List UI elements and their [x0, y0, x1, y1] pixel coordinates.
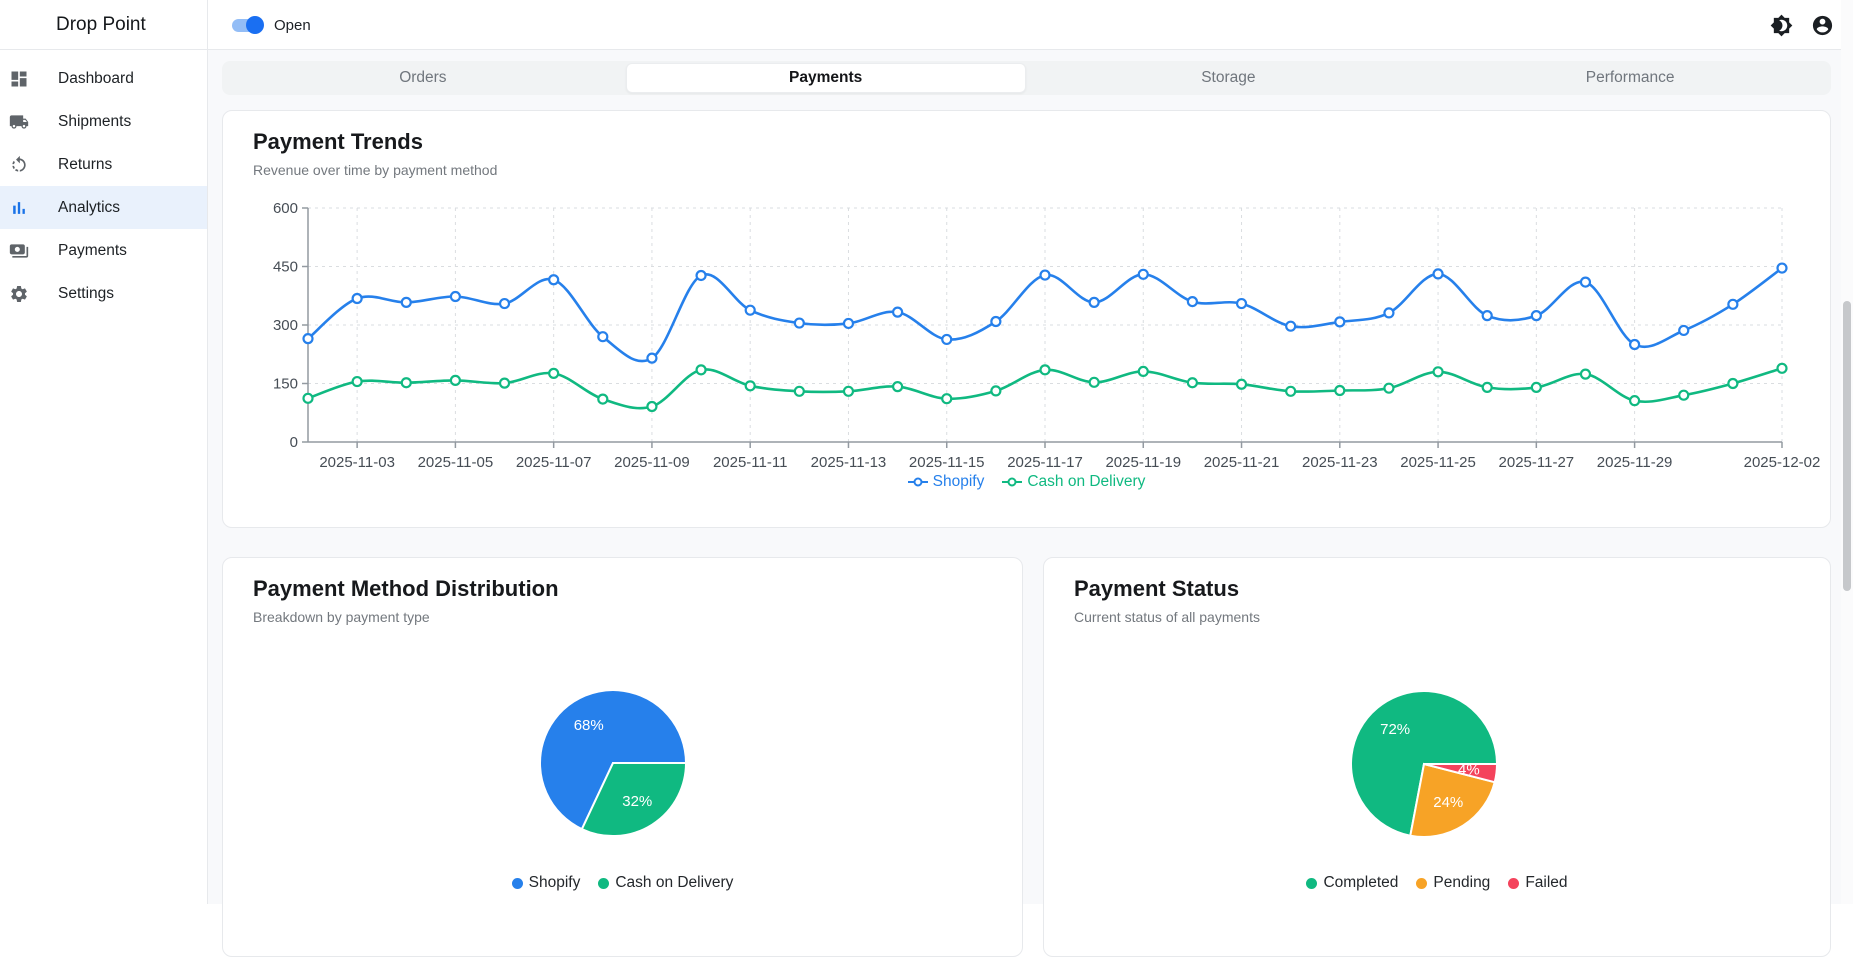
legend-dot [1306, 878, 1317, 889]
line-chart-legend: Shopify Cash on Delivery [223, 473, 1830, 491]
toggle-knob [246, 16, 264, 34]
legend-line-icon [1002, 475, 1022, 489]
svg-text:2025-12-02: 2025-12-02 [1744, 454, 1821, 471]
svg-text:2025-11-23: 2025-11-23 [1302, 454, 1378, 471]
legend-item-completed: Completed [1306, 874, 1398, 892]
payment-method-distribution-card: Payment Method Distribution Breakdown by… [222, 557, 1023, 957]
legend-label: Shopify [933, 473, 985, 491]
svg-text:300: 300 [273, 317, 298, 334]
tab-orders[interactable]: Orders [224, 63, 622, 93]
legend-label: Completed [1323, 874, 1398, 892]
sidebar-item-label: Returns [58, 156, 112, 174]
theme-toggle-icon[interactable] [1770, 14, 1793, 37]
legend-label: Failed [1525, 874, 1567, 892]
legend-item-failed: Failed [1508, 874, 1567, 892]
legend-dot [1416, 878, 1427, 889]
sidebar-item-dashboard[interactable]: Dashboard [0, 57, 207, 100]
sidebar-item-analytics[interactable]: Analytics [0, 186, 207, 229]
legend-item-cash-on-delivery: Cash on Delivery [598, 874, 733, 892]
dashboard-icon [9, 69, 29, 89]
payments-icon [9, 241, 29, 261]
main-content: OrdersPaymentsStoragePerformance Payment… [208, 50, 1853, 904]
sidebar-nav: Dashboard Shipments Returns Analytics Paymen… [0, 50, 207, 315]
status-pie-chart: 72% 24% 4% [1044, 558, 1830, 868]
distribution-pie-chart: 68% 32% [223, 558, 1022, 868]
tab-payments[interactable]: Payments [626, 63, 1026, 93]
legend-item-cash-on-delivery: Cash on Delivery [1002, 473, 1145, 491]
svg-text:2025-11-17: 2025-11-17 [1007, 454, 1083, 471]
account-icon[interactable] [1811, 14, 1834, 37]
app-title: Drop Point [0, 0, 207, 50]
svg-text:2025-11-13: 2025-11-13 [811, 454, 887, 471]
legend-item-shopify: Shopify [512, 874, 581, 892]
svg-text:24%: 24% [1433, 794, 1463, 811]
open-toggle[interactable] [232, 18, 263, 33]
svg-text:4%: 4% [1458, 762, 1480, 779]
svg-text:150: 150 [273, 376, 298, 393]
open-toggle-group: Open [232, 0, 311, 50]
tab-storage[interactable]: Storage [1030, 63, 1428, 93]
legend-dot [1508, 878, 1519, 889]
open-toggle-label: Open [274, 17, 311, 34]
sidebar-item-label: Dashboard [58, 70, 134, 88]
sidebar-item-label: Analytics [58, 199, 120, 217]
svg-text:0: 0 [290, 434, 298, 451]
legend-label: Pending [1433, 874, 1490, 892]
status-legend: Completed Pending Failed [1044, 874, 1830, 892]
app-root: Drop Point Dashboard Shipments Returns Anal… [0, 0, 1853, 904]
truck-icon [9, 112, 29, 132]
sidebar-item-label: Shipments [58, 113, 131, 131]
svg-text:68%: 68% [574, 717, 604, 734]
sidebar-item-payments[interactable]: Payments [0, 229, 207, 272]
svg-text:2025-11-15: 2025-11-15 [909, 454, 985, 471]
tab-performance[interactable]: Performance [1431, 63, 1829, 93]
svg-text:2025-11-05: 2025-11-05 [418, 454, 494, 471]
svg-text:2025-11-25: 2025-11-25 [1400, 454, 1476, 471]
distribution-legend: Shopify Cash on Delivery [223, 874, 1022, 892]
sidebar: Drop Point Dashboard Shipments Returns Anal… [0, 0, 208, 904]
payment-trends-card: Payment Trends Revenue over time by paym… [222, 110, 1831, 528]
line-chart: 0 150 300 450 600 2025-11-03 2025-11-05 2025-11… [223, 111, 1830, 471]
analytics-icon [9, 198, 29, 218]
svg-text:2025-11-21: 2025-11-21 [1204, 454, 1280, 471]
svg-text:2025-11-11: 2025-11-11 [713, 454, 788, 471]
settings-icon [9, 284, 29, 304]
svg-text:2025-11-09: 2025-11-09 [614, 454, 690, 471]
legend-item-pending: Pending [1416, 874, 1490, 892]
svg-text:600: 600 [273, 200, 298, 217]
svg-text:2025-11-03: 2025-11-03 [319, 454, 395, 471]
sidebar-item-returns[interactable]: Returns [0, 143, 207, 186]
svg-text:2025-11-19: 2025-11-19 [1105, 454, 1181, 471]
svg-text:32%: 32% [622, 793, 652, 810]
returns-icon [9, 155, 29, 175]
legend-item-shopify: Shopify [908, 473, 985, 491]
sidebar-item-shipments[interactable]: Shipments [0, 100, 207, 143]
legend-dot [598, 878, 609, 889]
sidebar-item-label: Payments [58, 242, 127, 260]
svg-text:450: 450 [273, 259, 298, 276]
legend-label: Cash on Delivery [1027, 473, 1145, 491]
svg-text:2025-11-29: 2025-11-29 [1597, 454, 1673, 471]
payment-status-card: Payment Status Current status of all pay… [1043, 557, 1831, 957]
sidebar-item-label: Settings [58, 285, 114, 303]
svg-text:2025-11-27: 2025-11-27 [1499, 454, 1575, 471]
svg-text:72%: 72% [1380, 721, 1410, 738]
topbar-icons [1770, 0, 1834, 50]
scrollbar-thumb[interactable] [1843, 301, 1851, 591]
tab-bar: OrdersPaymentsStoragePerformance [222, 61, 1831, 95]
legend-line-icon [908, 475, 928, 489]
topbar: Open [208, 0, 1853, 50]
legend-label: Shopify [529, 874, 581, 892]
sidebar-item-settings[interactable]: Settings [0, 272, 207, 315]
legend-dot [512, 878, 523, 889]
legend-label: Cash on Delivery [615, 874, 733, 892]
svg-text:2025-11-07: 2025-11-07 [516, 454, 592, 471]
